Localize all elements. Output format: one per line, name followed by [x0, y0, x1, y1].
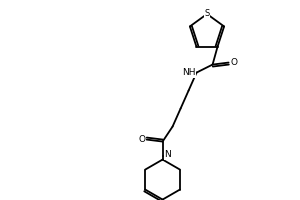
Text: S: S	[204, 9, 210, 19]
Text: N: N	[164, 150, 171, 159]
Text: O: O	[138, 135, 145, 144]
Text: NH: NH	[182, 68, 195, 77]
Text: O: O	[230, 58, 237, 67]
